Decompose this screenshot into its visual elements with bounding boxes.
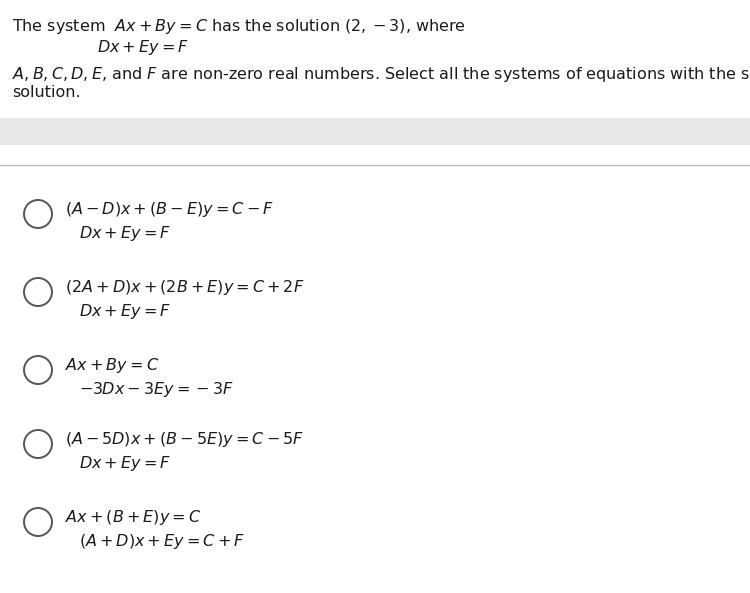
Text: $-3Dx - 3Ey = -3F$: $-3Dx - 3Ey = -3F$: [79, 380, 234, 399]
Text: $Dx + Ey = F$: $Dx + Ey = F$: [79, 454, 171, 473]
Text: $Ax + (B + E)y = C$: $Ax + (B + E)y = C$: [65, 508, 201, 527]
Text: $Dx + Ey = F$: $Dx + Ey = F$: [79, 224, 171, 243]
Text: $(A + D)x + Ey = C + F$: $(A + D)x + Ey = C + F$: [79, 532, 245, 551]
Text: $(A - 5D)x + (B - 5E)y = C - 5F$: $(A - 5D)x + (B - 5E)y = C - 5F$: [65, 430, 305, 449]
Text: $Dx + Ey = F$: $Dx + Ey = F$: [97, 38, 189, 57]
Bar: [0, 118, 750, 145]
Text: $(2A + D)x + (2B + E)y = C + 2F$: $(2A + D)x + (2B + E)y = C + 2F$: [65, 278, 305, 297]
Text: $(A - D)x + (B - E)y = C - F$: $(A - D)x + (B - E)y = C - F$: [65, 200, 274, 219]
Text: $Dx + Ey = F$: $Dx + Ey = F$: [79, 302, 171, 321]
Text: $Ax + By = C$: $Ax + By = C$: [65, 356, 159, 375]
Text: $A, B, C, D, E$, and $F$ are non-zero real numbers. Select all the systems of eq: $A, B, C, D, E$, and $F$ are non-zero re…: [12, 65, 750, 84]
Text: The system  $Ax + By = C$ has the solution $(2, -3)$, where: The system $Ax + By = C$ has the solutio…: [12, 17, 466, 36]
Text: solution.: solution.: [12, 85, 81, 100]
